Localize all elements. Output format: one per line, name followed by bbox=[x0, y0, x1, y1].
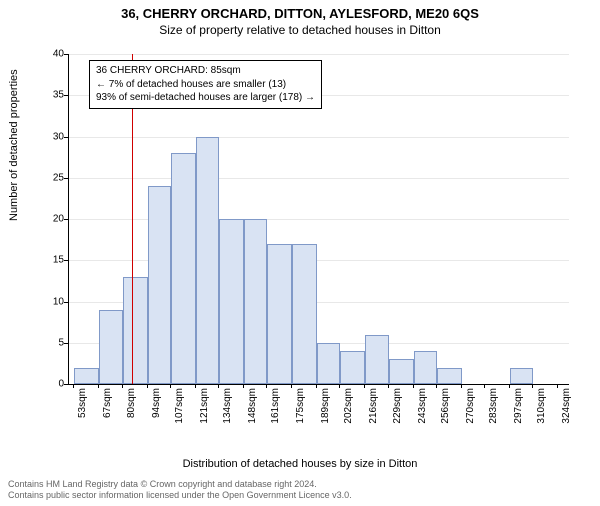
histogram-bar bbox=[219, 219, 244, 384]
x-tick-label: 80sqm bbox=[126, 388, 137, 428]
y-tick-mark bbox=[64, 95, 68, 96]
x-tick-label: 67sqm bbox=[102, 388, 113, 428]
y-tick-label: 0 bbox=[34, 379, 64, 390]
histogram-bar bbox=[196, 137, 219, 385]
x-tick-mark bbox=[147, 384, 148, 388]
histogram-bar bbox=[317, 343, 340, 384]
chart-title-main: 36, CHERRY ORCHARD, DITTON, AYLESFORD, M… bbox=[0, 6, 600, 21]
x-tick-label: 216sqm bbox=[368, 388, 379, 428]
x-tick-mark bbox=[218, 384, 219, 388]
x-tick-mark bbox=[388, 384, 389, 388]
x-tick-label: 202sqm bbox=[343, 388, 354, 428]
histogram-bar bbox=[340, 351, 365, 384]
x-tick-mark bbox=[73, 384, 74, 388]
x-tick-mark bbox=[266, 384, 267, 388]
y-tick-mark bbox=[64, 137, 68, 138]
histogram-bar bbox=[99, 310, 122, 384]
x-tick-mark bbox=[291, 384, 292, 388]
y-tick-mark bbox=[64, 260, 68, 261]
y-tick-mark bbox=[64, 219, 68, 220]
histogram-bar bbox=[365, 335, 388, 385]
grid-line bbox=[69, 260, 569, 261]
histogram-bar bbox=[267, 244, 292, 384]
y-tick-mark bbox=[64, 384, 68, 385]
x-tick-mark bbox=[364, 384, 365, 388]
x-tick-label: 297sqm bbox=[513, 388, 524, 428]
x-tick-label: 270sqm bbox=[465, 388, 476, 428]
x-tick-mark bbox=[532, 384, 533, 388]
histogram-bar bbox=[123, 277, 148, 384]
x-tick-mark bbox=[413, 384, 414, 388]
histogram-bar bbox=[510, 368, 533, 385]
y-tick-label: 15 bbox=[34, 255, 64, 266]
x-tick-label: 175sqm bbox=[295, 388, 306, 428]
grid-line bbox=[69, 137, 569, 138]
x-tick-label: 134sqm bbox=[222, 388, 233, 428]
y-tick-mark bbox=[64, 343, 68, 344]
x-tick-mark bbox=[484, 384, 485, 388]
x-tick-mark bbox=[436, 384, 437, 388]
histogram-bar bbox=[414, 351, 437, 384]
x-tick-mark bbox=[339, 384, 340, 388]
histogram-bar bbox=[292, 244, 317, 384]
histogram-bar bbox=[389, 359, 414, 384]
grid-line bbox=[69, 219, 569, 220]
histogram-bar bbox=[148, 186, 171, 384]
x-tick-label: 107sqm bbox=[174, 388, 185, 428]
y-tick-mark bbox=[64, 302, 68, 303]
annot-line-1: 36 CHERRY ORCHARD: 85sqm bbox=[96, 64, 315, 78]
chart-title-sub: Size of property relative to detached ho… bbox=[0, 23, 600, 37]
y-tick-label: 10 bbox=[34, 296, 64, 307]
footer-text: Contains HM Land Registry data © Crown c… bbox=[8, 479, 352, 502]
x-tick-label: 53sqm bbox=[77, 388, 88, 428]
x-tick-mark bbox=[509, 384, 510, 388]
x-tick-mark bbox=[98, 384, 99, 388]
x-tick-mark bbox=[122, 384, 123, 388]
y-axis-label: Number of detached properties bbox=[8, 69, 20, 221]
y-tick-label: 5 bbox=[34, 337, 64, 348]
histogram-bar bbox=[171, 153, 196, 384]
y-tick-label: 25 bbox=[34, 172, 64, 183]
x-tick-mark bbox=[195, 384, 196, 388]
x-tick-label: 256sqm bbox=[440, 388, 451, 428]
x-tick-label: 310sqm bbox=[536, 388, 547, 428]
footer-line-1: Contains HM Land Registry data © Crown c… bbox=[8, 479, 352, 491]
y-tick-label: 30 bbox=[34, 131, 64, 142]
histogram-bar bbox=[74, 368, 99, 385]
x-tick-mark bbox=[557, 384, 558, 388]
y-tick-mark bbox=[64, 54, 68, 55]
annot-line-3: 93% of semi-detached houses are larger (… bbox=[96, 91, 315, 105]
grid-line bbox=[69, 54, 569, 55]
x-tick-mark bbox=[243, 384, 244, 388]
y-tick-label: 20 bbox=[34, 214, 64, 225]
x-tick-label: 283sqm bbox=[488, 388, 499, 428]
chart-container: 36 CHERRY ORCHARD: 85sqm ← 7% of detache… bbox=[48, 54, 568, 434]
x-tick-label: 148sqm bbox=[247, 388, 258, 428]
x-tick-label: 189sqm bbox=[320, 388, 331, 428]
annotation-box: 36 CHERRY ORCHARD: 85sqm ← 7% of detache… bbox=[89, 60, 322, 109]
histogram-bar bbox=[437, 368, 462, 385]
grid-line bbox=[69, 178, 569, 179]
x-tick-label: 243sqm bbox=[417, 388, 428, 428]
plot-area: 36 CHERRY ORCHARD: 85sqm ← 7% of detache… bbox=[68, 54, 569, 385]
y-tick-mark bbox=[64, 178, 68, 179]
x-tick-label: 121sqm bbox=[199, 388, 210, 428]
y-tick-label: 35 bbox=[34, 90, 64, 101]
x-tick-label: 324sqm bbox=[561, 388, 572, 428]
x-tick-mark bbox=[316, 384, 317, 388]
y-tick-label: 40 bbox=[34, 49, 64, 60]
footer-line-2: Contains public sector information licen… bbox=[8, 490, 352, 502]
histogram-bar bbox=[244, 219, 267, 384]
x-axis-label: Distribution of detached houses by size … bbox=[0, 458, 600, 470]
x-tick-label: 229sqm bbox=[392, 388, 403, 428]
x-tick-mark bbox=[170, 384, 171, 388]
x-tick-mark bbox=[461, 384, 462, 388]
x-tick-label: 161sqm bbox=[270, 388, 281, 428]
annot-line-2: ← 7% of detached houses are smaller (13) bbox=[96, 78, 315, 92]
x-tick-label: 94sqm bbox=[151, 388, 162, 428]
